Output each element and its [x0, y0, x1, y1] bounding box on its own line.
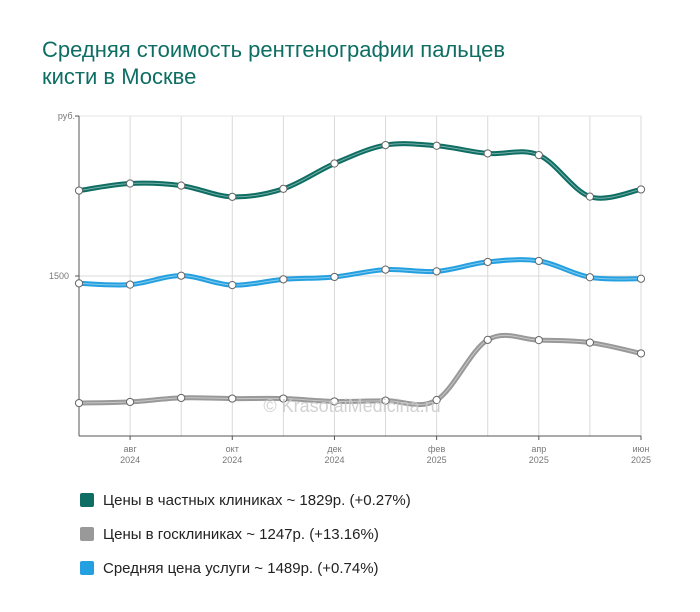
series-public-line-highlight [78, 334, 642, 406]
chart-plot: руб.1500авг2024окт2024дек2024фев2025апр2… [49, 111, 651, 465]
x-tick-label-month: фев [428, 444, 445, 454]
legend-item-public[interactable]: Цены в госклиниках ~ 1247р. (+13.16%) [80, 517, 411, 551]
series-private-point[interactable] [534, 150, 543, 160]
series-public-line [76, 332, 644, 408]
series-group [74, 141, 646, 408]
series-average-point[interactable] [534, 256, 543, 266]
series-public-point[interactable] [125, 397, 135, 407]
legend: Цены в частных клиниках ~ 1829р. (+0.27%… [80, 483, 411, 585]
series-public-point[interactable] [381, 396, 390, 405]
legend-label-private: Цены в частных клиниках ~ 1829р. (+0.27%… [103, 491, 411, 509]
series-average-point[interactable] [636, 274, 646, 283]
series-public-point[interactable] [585, 338, 595, 347]
series-public-point[interactable] [177, 393, 186, 403]
watermark: © KrasotaiMedicina.ru [263, 396, 440, 416]
series-average-line-highlight [78, 259, 642, 286]
x-tick-label-month: дек [327, 444, 341, 454]
chart-title: Средняя стоимость рентгенографии пальцев… [42, 36, 602, 90]
x-tick-label-month: окт [226, 444, 239, 454]
series-public-point[interactable] [279, 394, 288, 403]
series-private-point[interactable] [381, 141, 390, 150]
series-private-point[interactable] [177, 181, 186, 190]
series-average-point[interactable] [125, 280, 135, 289]
series-average-point[interactable] [432, 267, 441, 276]
series-average-point[interactable] [330, 272, 339, 282]
series-private-point[interactable] [330, 159, 339, 168]
series-average-point[interactable] [381, 265, 390, 274]
series-private-point[interactable] [125, 179, 135, 188]
series-average-point[interactable] [177, 271, 186, 280]
legend-item-private[interactable]: Цены в частных клиниках ~ 1829р. (+0.27%… [80, 483, 411, 517]
series-private-point[interactable] [483, 149, 492, 158]
series-public-point[interactable] [432, 395, 441, 405]
x-tick-label-month: апр [531, 444, 546, 454]
series-private-point[interactable] [74, 186, 84, 195]
series-public-point[interactable] [534, 336, 543, 345]
legend-swatch-average [80, 561, 94, 575]
legend-label-public: Цены в госклиниках ~ 1247р. (+13.16%) [103, 525, 379, 543]
series-public-point[interactable] [74, 398, 84, 408]
x-tick-label-year: 2025 [427, 455, 447, 465]
series-private-point[interactable] [585, 192, 595, 201]
x-tick-label-year: 2024 [324, 455, 344, 465]
series-private-point[interactable] [432, 141, 441, 150]
x-tick-label-month: авг [124, 444, 138, 454]
series-average-point[interactable] [228, 281, 237, 290]
x-tick-label-year: 2024 [222, 455, 242, 465]
y-axis-unit-label: руб. [58, 111, 75, 121]
series-public-point[interactable] [636, 349, 646, 358]
series-private-point[interactable] [636, 185, 646, 194]
series-average-point[interactable] [74, 279, 84, 288]
legend-label-average: Средняя цена услуги ~ 1489р. (+0.74%) [103, 559, 379, 577]
x-tick-label-year: 2024 [120, 455, 140, 465]
chart-title-line-2: кисти в Москве [42, 64, 197, 89]
series-average-line [76, 257, 644, 288]
legend-item-average[interactable]: Средняя цена услуги ~ 1489р. (+0.74%) [80, 551, 411, 585]
x-tick-label-year: 2025 [529, 455, 549, 465]
series-private-point[interactable] [228, 192, 237, 201]
series-public-point[interactable] [330, 397, 339, 406]
x-tick-label-year: 2025 [631, 455, 651, 465]
series-average-point[interactable] [279, 275, 288, 284]
axes: руб.1500авг2024окт2024дек2024фев2025апр2… [49, 111, 651, 465]
series-average-point[interactable] [483, 257, 492, 267]
chart-title-line-1: Средняя стоимость рентгенографии пальцев [42, 37, 506, 62]
legend-swatch-private [80, 493, 94, 507]
series-public-point[interactable] [483, 335, 492, 344]
series-public-point[interactable] [228, 394, 237, 403]
legend-swatch-public [80, 527, 94, 541]
series-private-line [76, 141, 644, 201]
series-private-point[interactable] [279, 184, 288, 193]
y-tick-label: 1500 [49, 271, 69, 281]
series-average-point[interactable] [585, 273, 595, 282]
x-tick-label-month: июн [633, 444, 650, 454]
